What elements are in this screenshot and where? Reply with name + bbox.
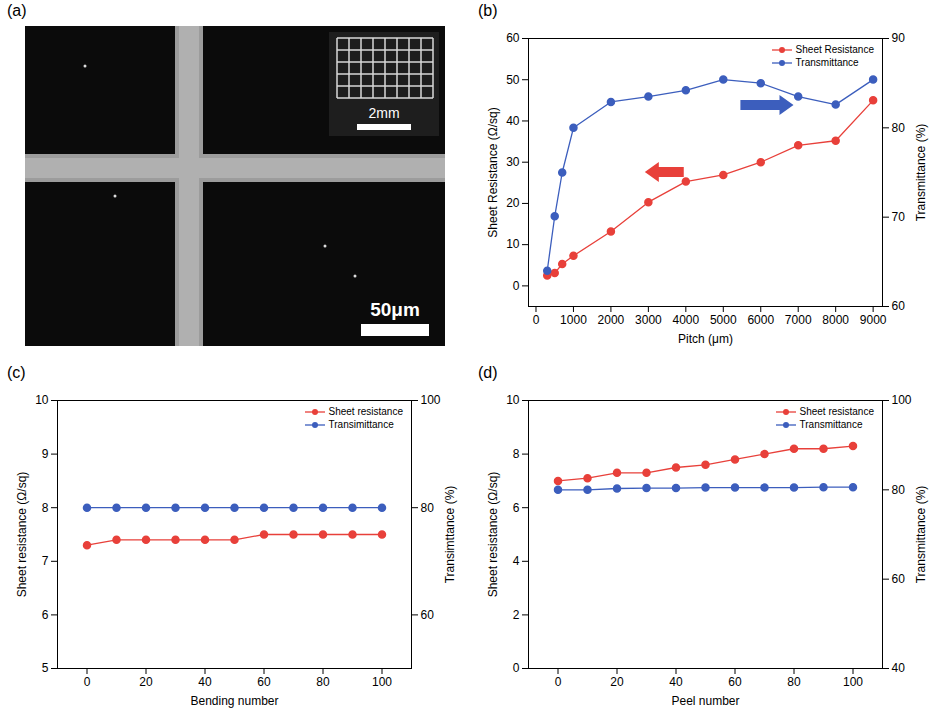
svg-text:0: 0 (513, 279, 520, 293)
html-text:(b): (b) (478, 2, 498, 19)
svg-text:30: 30 (506, 155, 520, 169)
svg-text:6: 6 (42, 608, 49, 622)
svg-text:6: 6 (513, 501, 520, 515)
svg-text:80: 80 (316, 675, 330, 689)
svg-text:80: 80 (421, 501, 435, 515)
svg-text:10: 10 (35, 393, 49, 407)
svg-text:Sheet resistance (Ω/sq): Sheet resistance (Ω/sq) (486, 472, 500, 598)
html-text:Sheet resistance: Sheet resistance (799, 406, 874, 417)
svg-text:Bending number: Bending number (190, 694, 278, 708)
svg-text:9: 9 (42, 447, 49, 461)
svg-text:60: 60 (892, 572, 906, 586)
svg-text:20: 20 (139, 675, 153, 689)
svg-text:Sheet resistance (Ω/sq): Sheet resistance (Ω/sq) (15, 472, 29, 598)
svg-text:6000: 6000 (747, 313, 774, 327)
html-text:(d): (d) (478, 364, 498, 381)
html-text:(c): (c) (7, 364, 26, 381)
svg-text:100: 100 (372, 675, 392, 689)
svg-text:60: 60 (892, 299, 906, 313)
svg-text:100: 100 (421, 393, 441, 407)
svg-text:80: 80 (892, 483, 906, 497)
html-text:Sheet Resistance: Sheet Resistance (795, 44, 874, 55)
svg-text:100: 100 (843, 675, 863, 689)
svg-text:0: 0 (513, 661, 520, 675)
svg-text:Pitch (μm): Pitch (μm) (678, 332, 733, 346)
svg-text:0: 0 (533, 313, 540, 327)
svg-text:60: 60 (728, 675, 742, 689)
svg-text:0: 0 (84, 675, 91, 689)
svg-text:60: 60 (257, 675, 271, 689)
svg-text:70: 70 (892, 210, 906, 224)
svg-text:5: 5 (42, 661, 49, 675)
svg-text:40: 40 (892, 661, 906, 675)
svg-text:8: 8 (513, 447, 520, 461)
html-text:Transimittance: Transimittance (328, 419, 394, 430)
html-text:Transmittance: Transmittance (795, 57, 859, 68)
svg-text:Peel number: Peel number (671, 694, 739, 708)
svg-text:40: 40 (669, 675, 683, 689)
svg-text:8: 8 (42, 501, 49, 515)
svg-text:7: 7 (42, 554, 49, 568)
svg-text:40: 40 (198, 675, 212, 689)
svg-text:1000: 1000 (560, 313, 587, 327)
html-text:Transmittance: Transmittance (799, 419, 863, 430)
html-text:(a): (a) (7, 2, 27, 19)
svg-text:10: 10 (506, 393, 520, 407)
html-text:Sheet resistance: Sheet resistance (328, 406, 403, 417)
svg-text:10: 10 (506, 237, 520, 251)
svg-text:Transmittance (%): Transmittance (%) (914, 486, 928, 584)
svg-text:2000: 2000 (598, 313, 625, 327)
svg-text:80: 80 (787, 675, 801, 689)
svg-text:40: 40 (506, 114, 520, 128)
svg-text:7000: 7000 (785, 313, 812, 327)
svg-text:80: 80 (892, 121, 906, 135)
svg-text:4000: 4000 (672, 313, 699, 327)
svg-text:Transmittance (%): Transmittance (%) (914, 124, 928, 222)
svg-text:5000: 5000 (710, 313, 737, 327)
svg-text:Transimttance (%): Transimttance (%) (443, 486, 457, 584)
svg-text:2: 2 (513, 608, 520, 622)
svg-text:9000: 9000 (860, 313, 887, 327)
svg-text:2mm: 2mm (368, 105, 399, 121)
svg-text:20: 20 (610, 675, 624, 689)
svg-text:0: 0 (555, 675, 562, 689)
svg-text:50μm: 50μm (370, 299, 420, 320)
svg-text:8000: 8000 (822, 313, 849, 327)
svg-text:60: 60 (421, 608, 435, 622)
svg-text:4: 4 (513, 554, 520, 568)
svg-text:20: 20 (506, 196, 520, 210)
svg-text:50: 50 (506, 73, 520, 87)
svg-text:60: 60 (506, 31, 520, 45)
svg-text:100: 100 (892, 393, 912, 407)
svg-text:Sheet Resistance (Ω/sq): Sheet Resistance (Ω/sq) (486, 107, 500, 237)
svg-text:90: 90 (892, 31, 906, 45)
svg-text:3000: 3000 (635, 313, 662, 327)
